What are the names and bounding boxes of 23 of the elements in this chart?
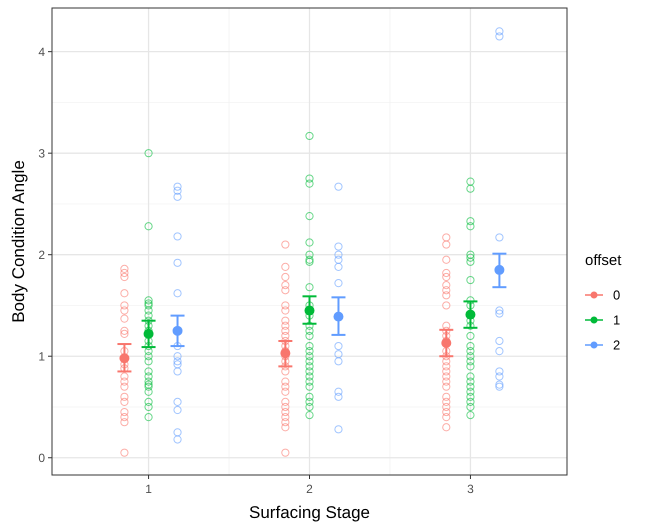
legend-title: offset — [585, 252, 622, 269]
y-tick-label: 4 — [38, 44, 46, 59]
y-tick-label: 1 — [38, 349, 46, 364]
point — [333, 312, 344, 322]
legend-label: 1 — [613, 312, 620, 328]
y-tick-label: 3 — [38, 146, 46, 160]
point — [465, 310, 476, 320]
legend-label: 2 — [613, 338, 620, 353]
point — [441, 338, 452, 348]
point — [172, 326, 183, 336]
point — [280, 348, 290, 358]
x-tick-label: 1 — [145, 482, 152, 496]
x-axis-title: Surfacing Stage — [249, 503, 370, 522]
x-tick-label: 3 — [467, 482, 474, 496]
point — [119, 353, 130, 364]
y-axis-title: Body Condition Angle — [9, 160, 28, 323]
point — [144, 328, 154, 339]
y-tick-label: 0 — [38, 450, 46, 465]
point — [494, 264, 504, 275]
y-tick-label: 2 — [38, 248, 46, 262]
x-tick-label: 2 — [306, 482, 314, 496]
point — [304, 306, 314, 316]
legend-label: 0 — [613, 288, 620, 303]
